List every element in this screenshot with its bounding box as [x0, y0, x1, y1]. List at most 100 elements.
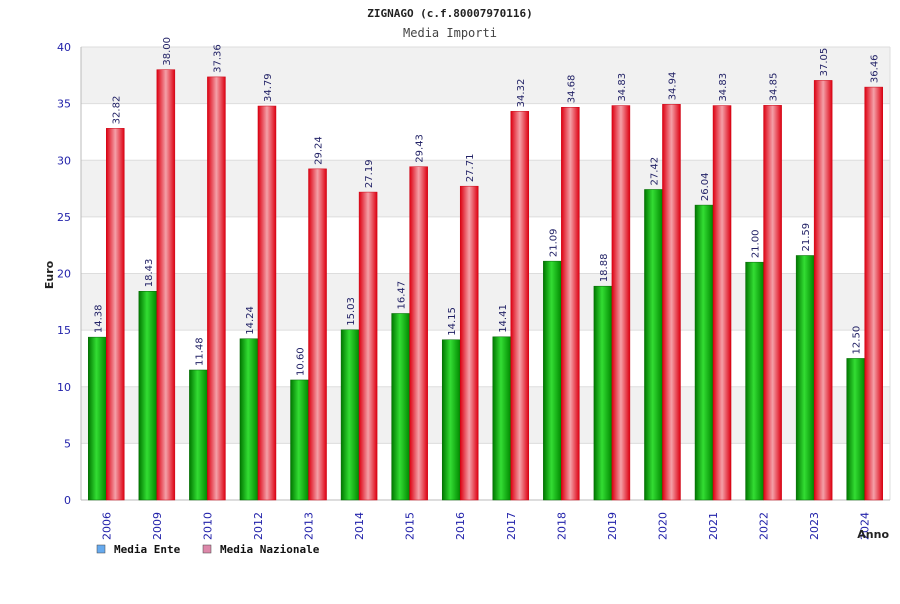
bar-media-nazionale [510, 111, 530, 501]
bar-media-nazionale [864, 86, 883, 501]
value-label-media-nazionale: 36.46 [870, 54, 881, 83]
value-label-media-nazionale: 34.94 [667, 72, 678, 101]
y-axis-label: Euro [43, 260, 56, 289]
x-tick-label: 2024 [859, 512, 872, 540]
value-label-media-nazionale: 34.83 [718, 73, 729, 102]
value-label-media-nazionale: 27.19 [364, 159, 375, 188]
bar-media-nazionale [459, 185, 479, 501]
value-label-media-nazionale: 34.79 [263, 73, 274, 102]
value-label-media-ente: 14.15 [447, 307, 458, 336]
x-tick-label: 2014 [353, 512, 366, 540]
bar-media-nazionale [106, 128, 125, 501]
y-tick-label: 20 [57, 268, 71, 281]
value-label-media-ente: 21.00 [751, 230, 762, 259]
y-tick-label: 10 [57, 381, 71, 394]
bar-media-ente [846, 358, 865, 501]
y-axis-ticks: 0 5 10 15 20 25 30 35 40 [57, 41, 71, 507]
value-label-media-ente: 21.09 [548, 229, 559, 258]
bar-media-ente [745, 261, 764, 501]
y-tick-label: 5 [64, 437, 71, 450]
bar-media-nazionale [611, 105, 631, 501]
y-tick-label: 15 [57, 324, 71, 337]
bar-media-nazionale [409, 166, 428, 501]
x-tick-label: 2016 [454, 512, 467, 540]
x-tick-label: 2012 [252, 512, 265, 540]
y-tick-label: 30 [57, 154, 71, 167]
value-label-media-ente: 14.41 [498, 304, 509, 333]
x-tick-label: 2006 [100, 512, 113, 540]
bar-media-ente [340, 329, 360, 501]
y-tick-label: 35 [57, 98, 71, 111]
bar-media-ente [391, 313, 410, 501]
chart-title: ZIGNAGO (c.f.80007970116) [367, 7, 533, 20]
value-label-media-ente: 14.24 [245, 306, 256, 335]
bar-media-ente [593, 285, 613, 501]
bar-media-ente [189, 369, 208, 501]
bar-media-nazionale [662, 104, 681, 501]
x-tick-label: 2020 [656, 512, 669, 540]
value-label-media-nazionale: 34.68 [566, 75, 577, 104]
value-label-media-ente: 26.04 [700, 172, 711, 201]
value-label-media-nazionale: 27.71 [465, 154, 476, 183]
value-label-media-nazionale: 29.24 [314, 136, 325, 165]
bar-media-nazionale [257, 105, 277, 501]
bar-media-nazionale [561, 106, 580, 501]
x-tick-label: 2022 [758, 512, 771, 540]
bar-media-nazionale [358, 191, 378, 501]
bar-media-ente [795, 255, 815, 501]
bar-media-ente [441, 339, 461, 501]
x-tick-label: 2015 [404, 512, 417, 540]
bar-media-nazionale [207, 76, 226, 501]
value-label-media-ente: 14.38 [93, 305, 104, 334]
x-tick-label: 2023 [808, 512, 821, 540]
x-tick-label: 2013 [303, 512, 316, 540]
x-axis-label: Anno [857, 528, 889, 541]
y-tick-label: 25 [57, 211, 71, 224]
value-label-media-ente: 21.59 [801, 223, 812, 252]
value-label-media-nazionale: 34.83 [617, 73, 628, 102]
bar-media-ente [644, 189, 663, 501]
legend-swatch-media-nazionale [202, 544, 212, 554]
value-label-media-nazionale: 32.82 [111, 96, 122, 125]
bar-media-nazionale [308, 168, 327, 501]
bar-media-ente [88, 336, 107, 501]
value-label-group: 14.38 32.82 18.43 38.00 11.48 37.36 14.24 34.79… [93, 37, 880, 376]
value-label-media-ente: 27.42 [649, 157, 660, 186]
value-label-media-ente: 18.43 [144, 259, 155, 288]
bar-media-nazionale [813, 80, 833, 501]
legend-label-media-nazionale: Media Nazionale [220, 543, 320, 556]
x-axis-ticks: 2006 2009 2010 2012 2013 2014 2015 2016 2017 2018… [100, 512, 871, 540]
bar-media-nazionale [156, 69, 176, 501]
y-tick-label: 40 [57, 41, 71, 54]
value-label-media-nazionale: 34.32 [516, 79, 527, 108]
bar-media-nazionale [712, 105, 732, 501]
bar-media-ente [543, 260, 562, 501]
value-label-media-ente: 10.60 [296, 347, 307, 376]
x-tick-label: 2018 [555, 512, 568, 540]
bar-media-ente [694, 204, 714, 501]
x-tick-label: 2017 [505, 512, 518, 540]
x-tick-label: 2021 [707, 512, 720, 540]
value-label-media-nazionale: 37.05 [819, 48, 830, 77]
value-label-media-ente: 12.50 [852, 326, 863, 355]
bar-media-ente [492, 336, 512, 501]
legend-swatch-media-ente [96, 544, 106, 554]
x-tick-label: 2009 [151, 512, 164, 540]
value-label-media-nazionale: 38.00 [162, 37, 173, 66]
value-label-media-nazionale: 29.43 [415, 134, 426, 163]
value-label-media-ente: 11.48 [194, 337, 205, 366]
x-tick-label: 2010 [201, 512, 214, 540]
legend-label-media-ente: Media Ente [114, 543, 181, 556]
bar-media-nazionale [763, 105, 782, 501]
bar-media-ente [239, 338, 259, 501]
y-tick-label: 0 [64, 494, 71, 507]
value-label-media-ente: 18.88 [599, 254, 610, 283]
bar-group [88, 69, 883, 501]
value-label-media-ente: 15.03 [346, 297, 357, 326]
value-label-media-nazionale: 37.36 [212, 44, 223, 73]
bar-media-ente [138, 291, 158, 501]
chart-subtitle: Media Importi [403, 26, 497, 40]
bar-media-ente [290, 379, 309, 501]
